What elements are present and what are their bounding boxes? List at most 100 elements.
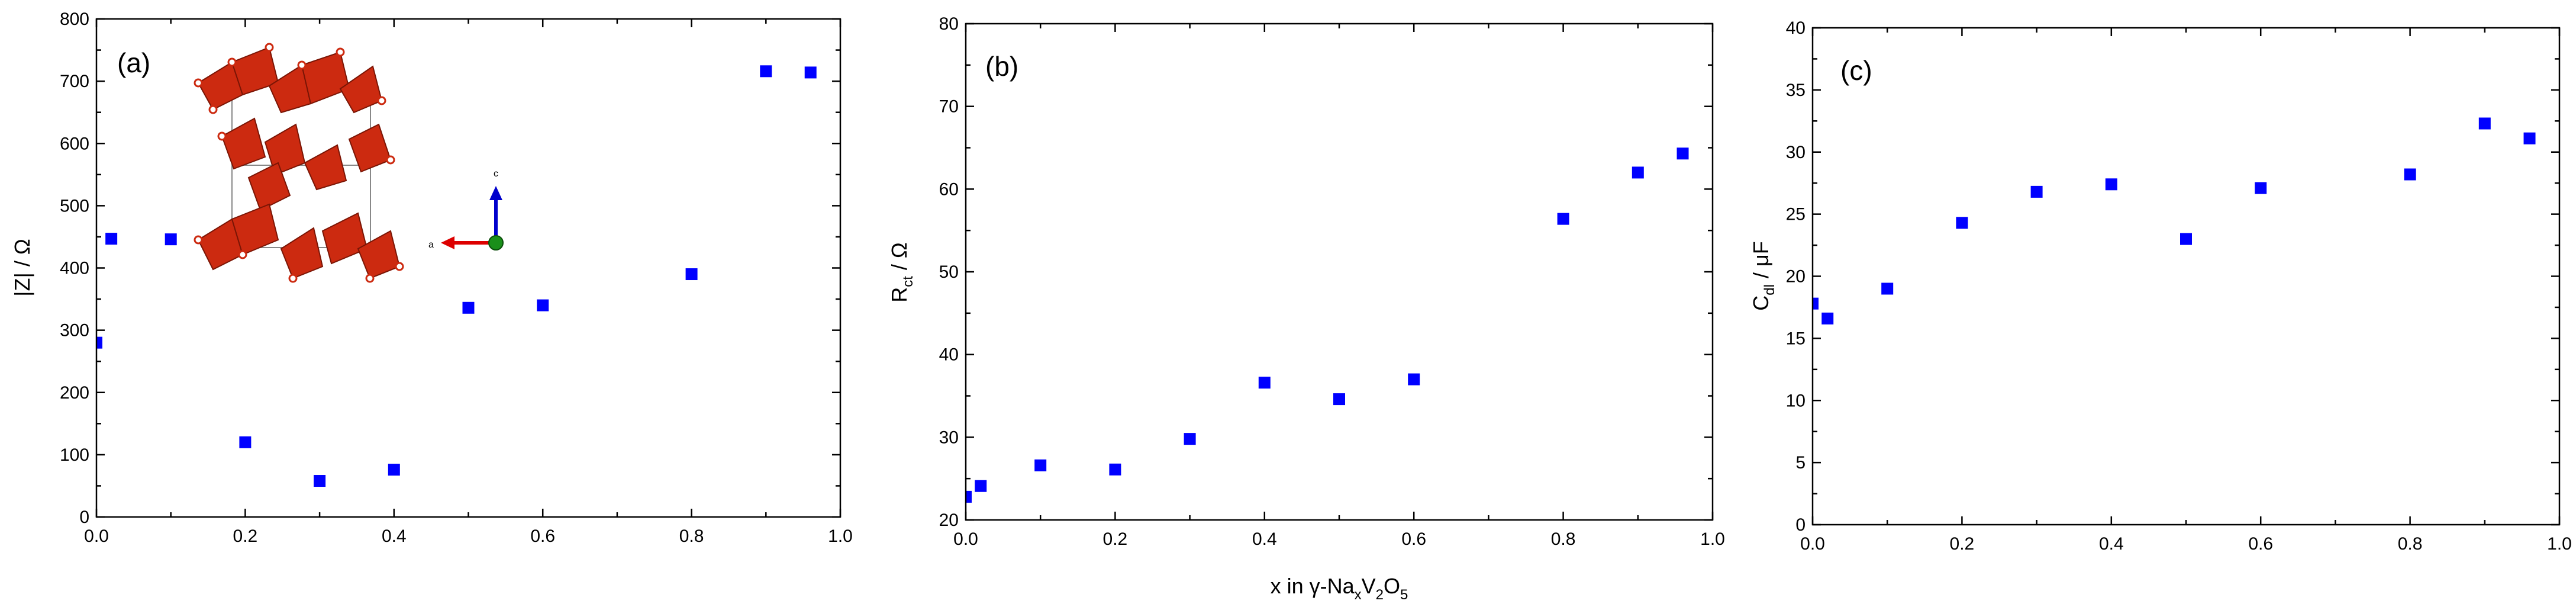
panel-b-label: (b) [985,51,1018,82]
y-tick-label: 20 [1786,267,1806,287]
data-point [239,436,252,448]
panel-c-points [1813,117,2536,325]
x-tick-label: 0.2 [1950,534,1975,554]
y-tick-label: 15 [1786,329,1806,348]
panel-a: 0.0 0.2 0.4 0.6 0.8 1.0 0 100 200 300 400 500 600 700… [10,9,853,546]
panel-b-ticks: 0.0 0.2 0.4 0.6 0.8 1.0 20 30 40 50 60 70 80 [939,14,1725,549]
x-tick-label: 1.0 [828,526,853,546]
panel-a-points [96,65,817,487]
y-tick-label: 25 [1786,205,1806,224]
panel-c-ylabel-main: C [1749,296,1773,311]
data-point [975,480,987,492]
vo5-polyhedra [197,46,401,280]
panel-b-xlabel-sub2: 2 [1376,587,1384,603]
panel-b-points [966,147,1689,503]
panel-c-ticks: 0.0 0.2 0.4 0.6 0.8 1.0 0 5 10 15 20 25 30 35 40 [1786,18,2572,554]
data-point [804,66,817,79]
data-point [2523,132,2536,144]
y-tick-label: 60 [939,179,959,199]
y-tick-label: 70 [939,97,959,117]
y-tick-label: 0 [1795,515,1806,535]
panel-a-frame [95,18,842,518]
data-point [2180,233,2192,245]
panel-b: 0.0 0.2 0.4 0.6 0.8 1.0 20 30 40 50 60 70 80 (b) Rct… [887,14,1725,603]
panel-c-ylabel-tail: / μF [1749,241,1773,284]
y-tick-label: 40 [939,345,959,365]
x-tick-label: 0.4 [2099,534,2124,554]
data-point [2105,178,2117,191]
panel-b-ylabel-main: R [887,287,911,303]
panel-b-xlabel: x in γ-NaxV2O5 [1271,574,1408,603]
y-tick-label: 200 [60,383,89,403]
panel-b-xlabel-main: x in γ-Na [1271,574,1355,598]
axis-c-label: c [494,169,498,179]
data-point [96,336,102,349]
y-tick-label: 30 [939,428,959,447]
panel-b-frame [965,23,1714,521]
y-tick-label: 300 [60,321,89,341]
x-tick-label: 0.2 [233,526,258,546]
axis-a-label: a [428,240,434,250]
data-point [2255,182,2267,194]
x-tick-label: 0.8 [1551,529,1576,549]
panel-b-ylabel: Rct / Ω [887,242,916,303]
x-tick-label: 0.6 [2248,534,2273,554]
x-tick-label: 1.0 [1700,529,1725,549]
data-point [760,65,772,78]
x-tick-label: 0.0 [84,526,109,546]
data-point [1821,312,1834,325]
x-tick-label: 0.6 [530,526,555,546]
data-point [966,490,972,503]
y-tick-label: 10 [1786,391,1806,410]
data-point [2030,185,2043,198]
y-tick-label: 30 [1786,143,1806,162]
data-point [388,464,400,476]
y-tick-label: 40 [1786,18,1806,38]
axis-indicator: a c [428,169,504,250]
x-tick-label: 1.0 [2547,534,2572,554]
oxygen-atoms [194,43,404,283]
x-tick-label: 0.4 [1252,529,1277,549]
data-point [165,233,177,246]
data-point [2478,117,2491,130]
x-tick-label: 0.8 [2398,534,2423,554]
data-point [105,233,118,245]
panel-b-xlabel-mid2: O [1384,574,1400,598]
crystal-structure-inset: a c [194,43,504,283]
y-tick-label: 500 [60,196,89,216]
data-point [1258,377,1271,389]
panel-b-ylabel-sub: ct [900,276,916,287]
x-tick-label: 0.0 [1800,534,1825,554]
y-tick-label: 700 [60,72,89,91]
data-point [1184,433,1196,445]
panel-b-ylabel-tail: / Ω [887,242,911,276]
data-point [314,475,326,487]
panel-a-ticks: 0.0 0.2 0.4 0.6 0.8 1.0 0 100 200 300 400 500 600 700… [60,9,853,546]
x-tick-label: 0.8 [679,526,704,546]
y-tick-label: 100 [60,445,89,465]
x-tick-label: 0.6 [1401,529,1426,549]
data-point [2404,168,2416,181]
y-tick-label: 35 [1786,81,1806,100]
panel-c-frame [1811,27,2561,526]
y-tick-label: 600 [60,134,89,153]
data-point [462,301,475,314]
data-point [1813,297,1819,310]
y-tick-label: 50 [939,262,959,282]
data-point [1632,166,1644,179]
y-tick-label: 0 [79,508,89,527]
panel-b-xlabel-sub1: x [1355,587,1362,603]
panel-a-label: (a) [117,47,150,78]
data-point [1408,373,1420,386]
panel-b-xlabel-mid: V [1362,574,1376,598]
data-point [685,268,698,281]
y-tick-label: 80 [939,14,959,34]
y-tick-label: 800 [60,9,89,29]
data-point [1333,393,1345,406]
panel-c-ylabel-sub: dl [1762,284,1778,296]
y-tick-label: 400 [60,259,89,278]
data-point [1677,147,1689,160]
panel-b-xlabel-sub3: 5 [1400,587,1408,603]
data-point [1557,213,1569,225]
